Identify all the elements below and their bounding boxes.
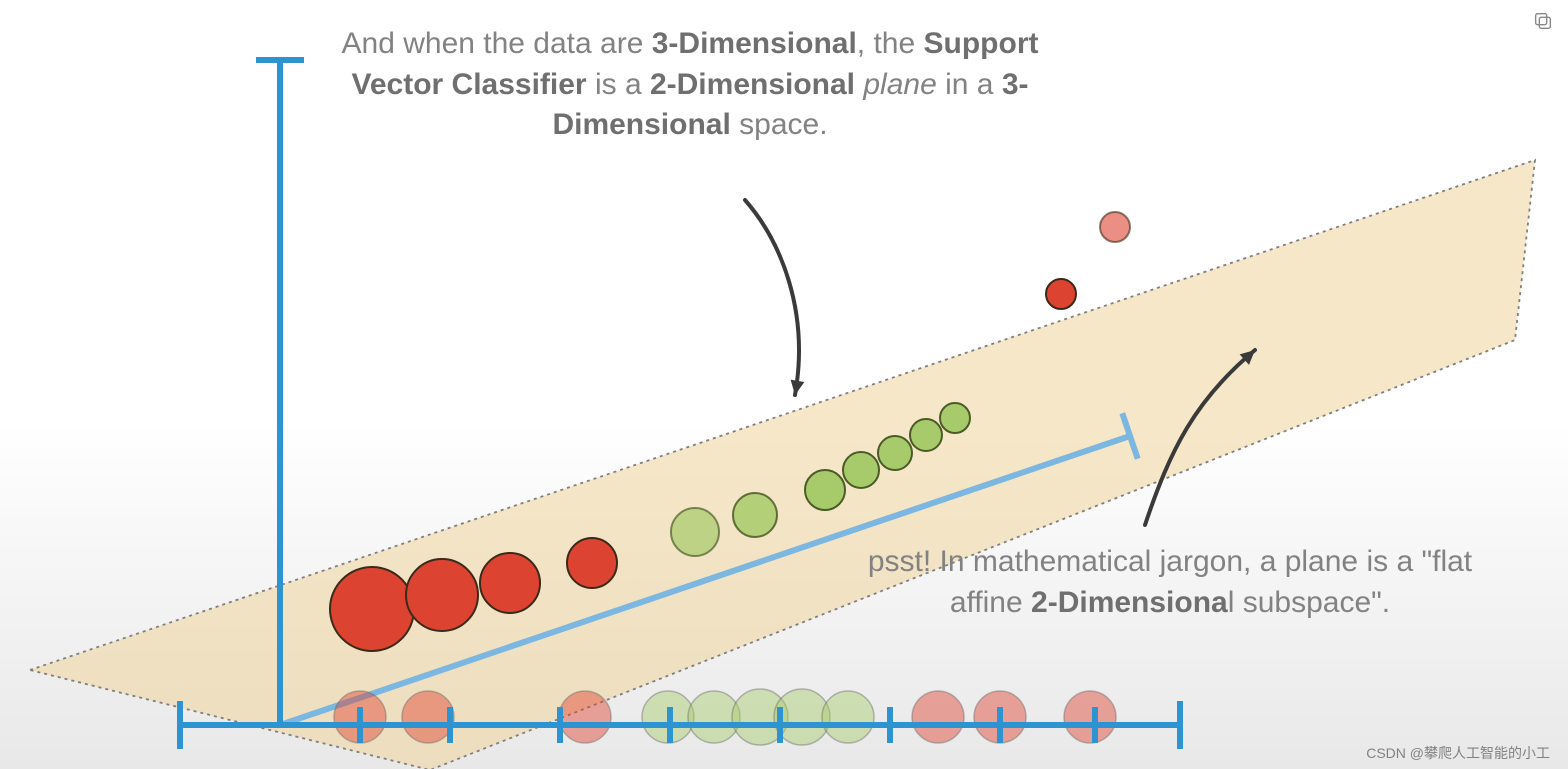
top-annotation-text: And when the data are 3-Dimensional, the… [330, 24, 1050, 146]
bottom-annotation-text: psst! In mathematical jargon, a plane is… [860, 542, 1480, 623]
watermark-text: CSDN @攀爬人工智能的小工 [1366, 743, 1550, 763]
diagram-stage: And when the data are 3-Dimensional, the… [0, 0, 1568, 769]
classifier-plane [30, 160, 1535, 769]
copy-icon[interactable] [1532, 10, 1554, 32]
